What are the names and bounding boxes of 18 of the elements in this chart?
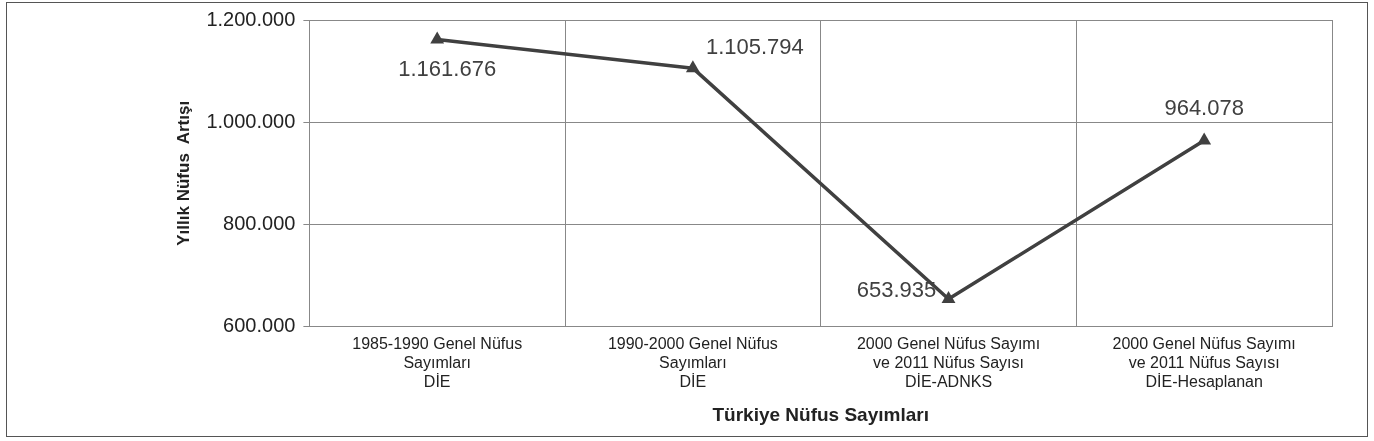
- data-label: 1.161.676: [398, 55, 497, 81]
- x-tick-label: 1985-1990 Genel Nüfus Sayımları DİE: [352, 334, 523, 391]
- x-axis-title: Türkiye Nüfus Sayımları: [712, 403, 929, 425]
- point: [1197, 132, 1212, 145]
- data-label: 653.935: [856, 277, 937, 303]
- point: [941, 291, 956, 304]
- y-axis-title: Yıllık Nüfus Artışı: [173, 100, 193, 246]
- x-tick-label: 2000 Genel Nüfus Sayımı ve 2011 Nüfus Sayısı DİE-ADNKS: [856, 334, 1041, 391]
- data-label: 1.105.794: [705, 34, 804, 60]
- point: [685, 60, 700, 73]
- y-tick-label: 600.000: [223, 314, 296, 337]
- y-tick-label: 1.000.000: [206, 109, 296, 132]
- data-label: 964.078: [1164, 94, 1244, 120]
- point: [430, 31, 445, 44]
- y-tick-label: 1.200.000: [206, 7, 296, 30]
- x-tick-label: 2000 Genel Nüfus Sayımı ve 2011 Nüfus Sayısı DİE-Hesaplanan: [1112, 334, 1296, 391]
- x-tick-label: 1990-2000 Genel Nüfus Sayımları DİE: [607, 334, 778, 391]
- y-tick-label: 800.000: [223, 211, 296, 234]
